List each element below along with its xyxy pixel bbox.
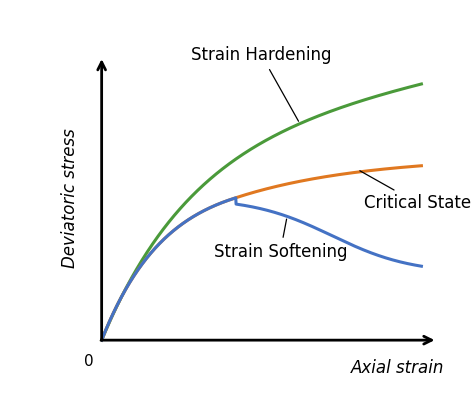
Text: Deviatoric stress: Deviatoric stress xyxy=(61,128,79,268)
Text: Critical State: Critical State xyxy=(360,171,471,212)
Text: 0: 0 xyxy=(84,354,94,369)
Text: Strain Softening: Strain Softening xyxy=(214,219,347,261)
Text: Axial strain: Axial strain xyxy=(350,359,444,377)
Text: Strain Hardening: Strain Hardening xyxy=(191,46,332,121)
